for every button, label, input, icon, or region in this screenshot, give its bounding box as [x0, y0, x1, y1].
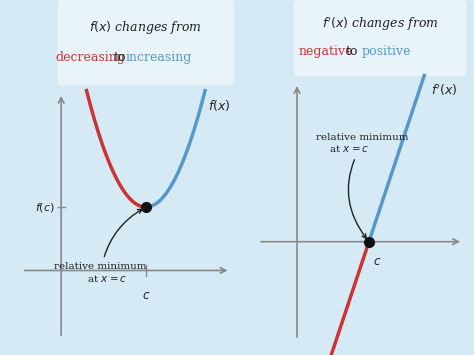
Text: increasing: increasing [126, 51, 192, 64]
Text: relative minimum
    at $x = c$: relative minimum at $x = c$ [317, 133, 409, 238]
Text: negative: negative [299, 45, 353, 58]
FancyBboxPatch shape [294, 0, 466, 76]
FancyBboxPatch shape [58, 0, 234, 85]
Text: to: to [346, 45, 359, 58]
Text: $f(x)$ changes from: $f(x)$ changes from [89, 18, 202, 36]
Text: decreasing: decreasing [55, 51, 126, 64]
Text: positive: positive [362, 45, 411, 58]
Text: $f(c)$: $f(c)$ [35, 201, 55, 214]
Text: $c$: $c$ [142, 289, 150, 302]
Text: relative minimum
    at $x = c$: relative minimum at $x = c$ [55, 209, 147, 284]
Text: $f'(x)$: $f'(x)$ [431, 83, 457, 98]
Text: $f(x)$: $f(x)$ [208, 98, 230, 113]
Text: to: to [114, 51, 126, 64]
Text: $f'(x)$ changes from: $f'(x)$ changes from [322, 15, 438, 33]
Text: $c$: $c$ [374, 255, 382, 268]
